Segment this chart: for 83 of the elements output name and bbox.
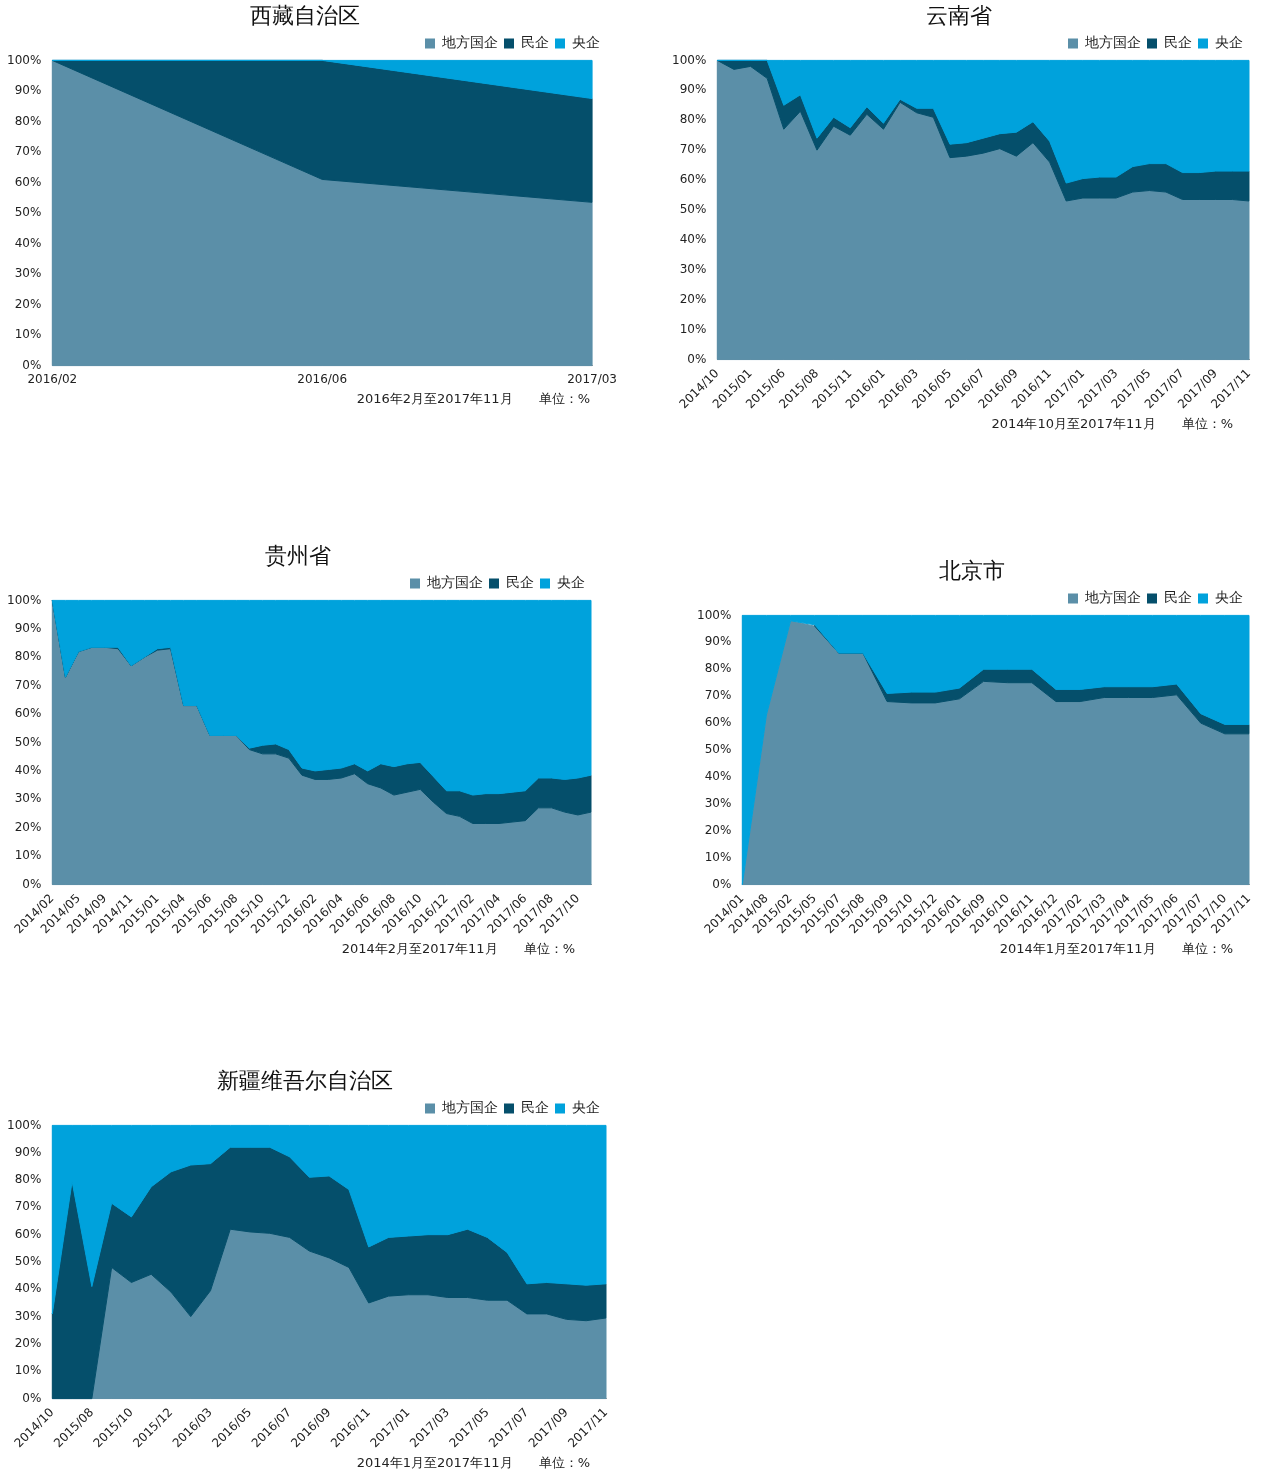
- text: 2014年2月至2017年11月 单位：%: [340, 940, 576, 958]
- y-tick-label: 40%: [14, 763, 42, 778]
- y-tick-label: 100%: [6, 592, 42, 607]
- y-tick-label: 10%: [704, 849, 732, 864]
- y-tick-label: 80%: [14, 649, 42, 664]
- y-tick-label: 20%: [14, 819, 42, 834]
- y-tick-label: 90%: [679, 82, 707, 97]
- y-tick-label: 10%: [14, 1363, 42, 1378]
- y-tick-label: 30%: [679, 261, 707, 276]
- y-tick-label: 0%: [22, 876, 42, 891]
- text: 2014年1月至2017年11月 单位：%: [355, 1454, 591, 1472]
- chart-title: 北京市: [938, 557, 1005, 583]
- legend-label: 央企: [1215, 589, 1243, 606]
- y-tick-label: 60%: [704, 715, 732, 730]
- y-tick-label: 50%: [704, 742, 732, 757]
- y-tick-label: 60%: [679, 172, 707, 187]
- y-tick-label: 0%: [712, 876, 732, 891]
- y-tick-label: 70%: [679, 142, 707, 157]
- y-tick-label: 70%: [14, 1199, 42, 1214]
- legend-label: 地方国企: [441, 1099, 498, 1116]
- y-tick-label: 80%: [14, 1172, 42, 1187]
- y-tick-label: 60%: [14, 1226, 42, 1241]
- y-tick-label: 20%: [704, 822, 732, 837]
- y-tick-label: 50%: [679, 202, 707, 217]
- y-tick-label: 90%: [14, 1144, 42, 1159]
- y-tick-label: 100%: [696, 607, 732, 622]
- chart-title: 新疆维吾尔自治区: [217, 1067, 393, 1093]
- y-tick-label: 50%: [14, 205, 42, 220]
- legend-label: 地方国企: [1084, 589, 1141, 606]
- y-tick-label: 70%: [14, 144, 42, 159]
- chart-title: 云南省: [926, 2, 992, 28]
- legend-label: 央企: [572, 1099, 600, 1116]
- y-tick-label: 10%: [14, 327, 42, 342]
- x-tick-label: 2016/02: [27, 371, 78, 386]
- y-tick-label: 40%: [704, 769, 732, 784]
- y-tick-label: 100%: [6, 1117, 42, 1132]
- y-tick-label: 20%: [14, 296, 42, 311]
- y-tick-label: 70%: [14, 677, 42, 692]
- y-tick-label: 70%: [704, 688, 732, 703]
- y-tick-label: 80%: [679, 112, 707, 127]
- y-tick-label: 10%: [679, 321, 707, 336]
- legend-label: 央企: [1215, 34, 1243, 51]
- legend-label: 民企: [1164, 589, 1192, 606]
- text: 2014年1月至2017年11月 单位：%: [998, 940, 1234, 958]
- x-tick-label: 2016/06: [297, 371, 348, 386]
- text: 2014年10月至2017年11月 单位：%: [990, 415, 1234, 433]
- y-tick-label: 50%: [14, 734, 42, 749]
- legend-label: 地方国企: [441, 34, 498, 51]
- y-tick-label: 40%: [679, 232, 707, 247]
- legend-label: 民企: [1164, 34, 1192, 51]
- y-tick-label: 10%: [14, 848, 42, 863]
- legend-label: 民企: [506, 574, 534, 591]
- legend-label: 民企: [521, 1099, 549, 1116]
- y-tick-label: 100%: [671, 52, 707, 67]
- y-tick-label: 0%: [687, 351, 707, 366]
- y-tick-label: 80%: [14, 113, 42, 128]
- chart-title: 贵州省: [264, 542, 331, 568]
- y-tick-label: 40%: [14, 235, 42, 250]
- x-tick-label: 2017/03: [567, 371, 617, 386]
- legend-label: 地方国企: [426, 574, 483, 591]
- y-tick-label: 90%: [14, 83, 42, 98]
- y-tick-label: 90%: [14, 620, 42, 635]
- chart-title: 西藏自治区: [250, 2, 360, 28]
- y-tick-label: 90%: [704, 634, 732, 649]
- y-tick-label: 30%: [14, 1308, 42, 1323]
- legend-label: 央企: [557, 574, 585, 591]
- y-tick-label: 0%: [22, 357, 42, 372]
- y-tick-label: 20%: [14, 1336, 42, 1351]
- legend-label: 央企: [572, 34, 600, 51]
- y-tick-label: 50%: [14, 1254, 42, 1269]
- legend-label: 地方国企: [1084, 34, 1141, 51]
- text: 2016年2月至2017年11月 单位：%: [355, 390, 591, 408]
- y-tick-label: 60%: [14, 174, 42, 189]
- legend-label: 民企: [521, 34, 549, 51]
- y-tick-label: 100%: [6, 52, 42, 67]
- y-tick-label: 80%: [704, 661, 732, 676]
- y-tick-label: 60%: [14, 706, 42, 721]
- y-tick-label: 30%: [14, 266, 42, 281]
- y-tick-label: 30%: [704, 795, 732, 810]
- y-tick-label: 40%: [14, 1281, 42, 1296]
- y-tick-label: 20%: [679, 291, 707, 306]
- y-tick-label: 30%: [14, 791, 42, 806]
- y-tick-label: 0%: [22, 1390, 42, 1405]
